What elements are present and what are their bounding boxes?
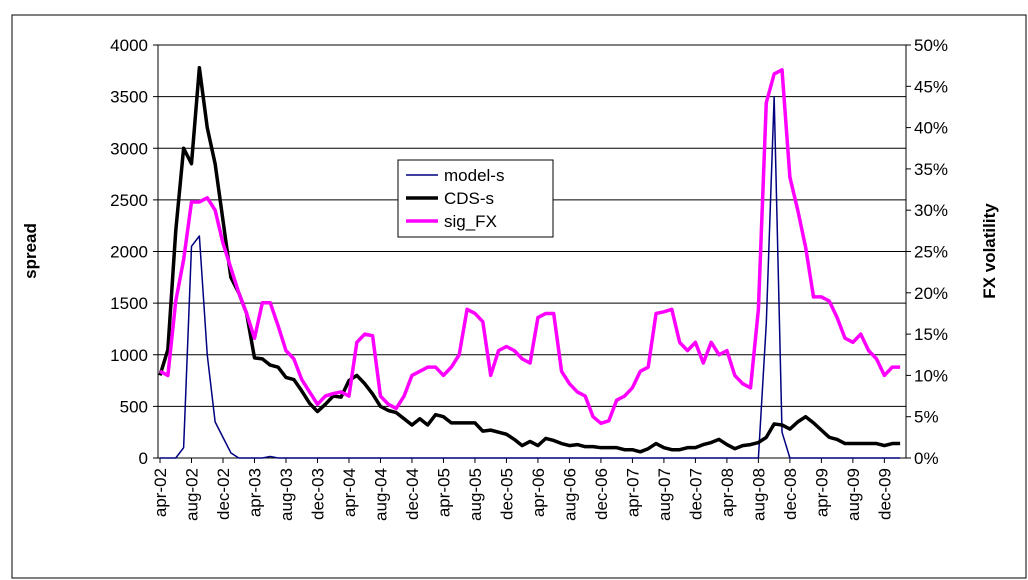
y-tick-label: 500 <box>120 397 148 416</box>
series-line <box>159 68 901 426</box>
x-tick-label: apr-06 <box>529 468 548 517</box>
y2-axis-label: FX volatility <box>980 203 999 299</box>
y-tick-label: 4000 <box>110 36 148 55</box>
x-tick-label: aug-08 <box>749 468 768 521</box>
x-tick-label: apr-04 <box>340 468 359 517</box>
y2-tick-label: 25% <box>914 243 948 262</box>
y2-tick-label: 35% <box>914 160 948 179</box>
x-tick-label: apr-09 <box>812 468 831 517</box>
x-tick-label: aug-09 <box>844 468 863 521</box>
x-tick-label: aug-07 <box>655 468 674 521</box>
y-tick-label: 0 <box>139 449 148 468</box>
x-tick-label: dec-09 <box>875 468 894 520</box>
chart-frame <box>11 14 1027 579</box>
y-tick-label: 3500 <box>110 88 148 107</box>
x-tick-label: dec-03 <box>308 468 327 520</box>
series-line <box>158 65 901 454</box>
y2-tick-label: 40% <box>914 119 948 138</box>
x-tick-label: dec-08 <box>781 468 800 520</box>
x-tick-label: dec-05 <box>497 468 516 520</box>
y2-tick-label: 30% <box>914 201 948 220</box>
x-tick-label: aug-05 <box>466 468 485 521</box>
legend-label: CDS-s <box>444 189 494 208</box>
y-tick-label: 1000 <box>110 346 148 365</box>
y-axis-label: spread <box>21 223 40 279</box>
y2-tick-label: 10% <box>914 366 948 385</box>
x-tick-label: dec-02 <box>214 468 233 520</box>
x-tick-label: aug-04 <box>371 468 390 521</box>
x-tick-label: apr-03 <box>245 468 264 517</box>
y-tick-label: 2500 <box>110 191 148 210</box>
x-tick-label: dec-06 <box>592 468 611 520</box>
x-tick-label: apr-02 <box>151 468 170 517</box>
x-tick-label: dec-07 <box>686 468 705 520</box>
x-tick-label: aug-03 <box>277 468 296 521</box>
y-tick-label: 2000 <box>110 243 148 262</box>
x-tick-label: apr-07 <box>623 468 642 517</box>
x-tick-label: aug-06 <box>560 468 579 521</box>
x-tick-label: apr-05 <box>434 468 453 517</box>
y2-tick-label: 0% <box>914 449 939 468</box>
legend-label: model-s <box>444 166 504 185</box>
series-line <box>160 95 901 459</box>
legend-label: sig_FX <box>444 212 497 231</box>
x-tick-label: dec-04 <box>403 468 422 520</box>
y-tick-label: 1500 <box>110 294 148 313</box>
x-tick-label: aug-02 <box>182 468 201 521</box>
x-tick-label: apr-08 <box>718 468 737 517</box>
y2-tick-label: 15% <box>914 325 948 344</box>
y2-tick-label: 45% <box>914 77 948 96</box>
y2-tick-label: 20% <box>914 284 948 303</box>
y2-tick-label: 50% <box>914 36 948 55</box>
y2-tick-label: 5% <box>914 408 939 427</box>
y-tick-label: 3000 <box>110 139 148 158</box>
